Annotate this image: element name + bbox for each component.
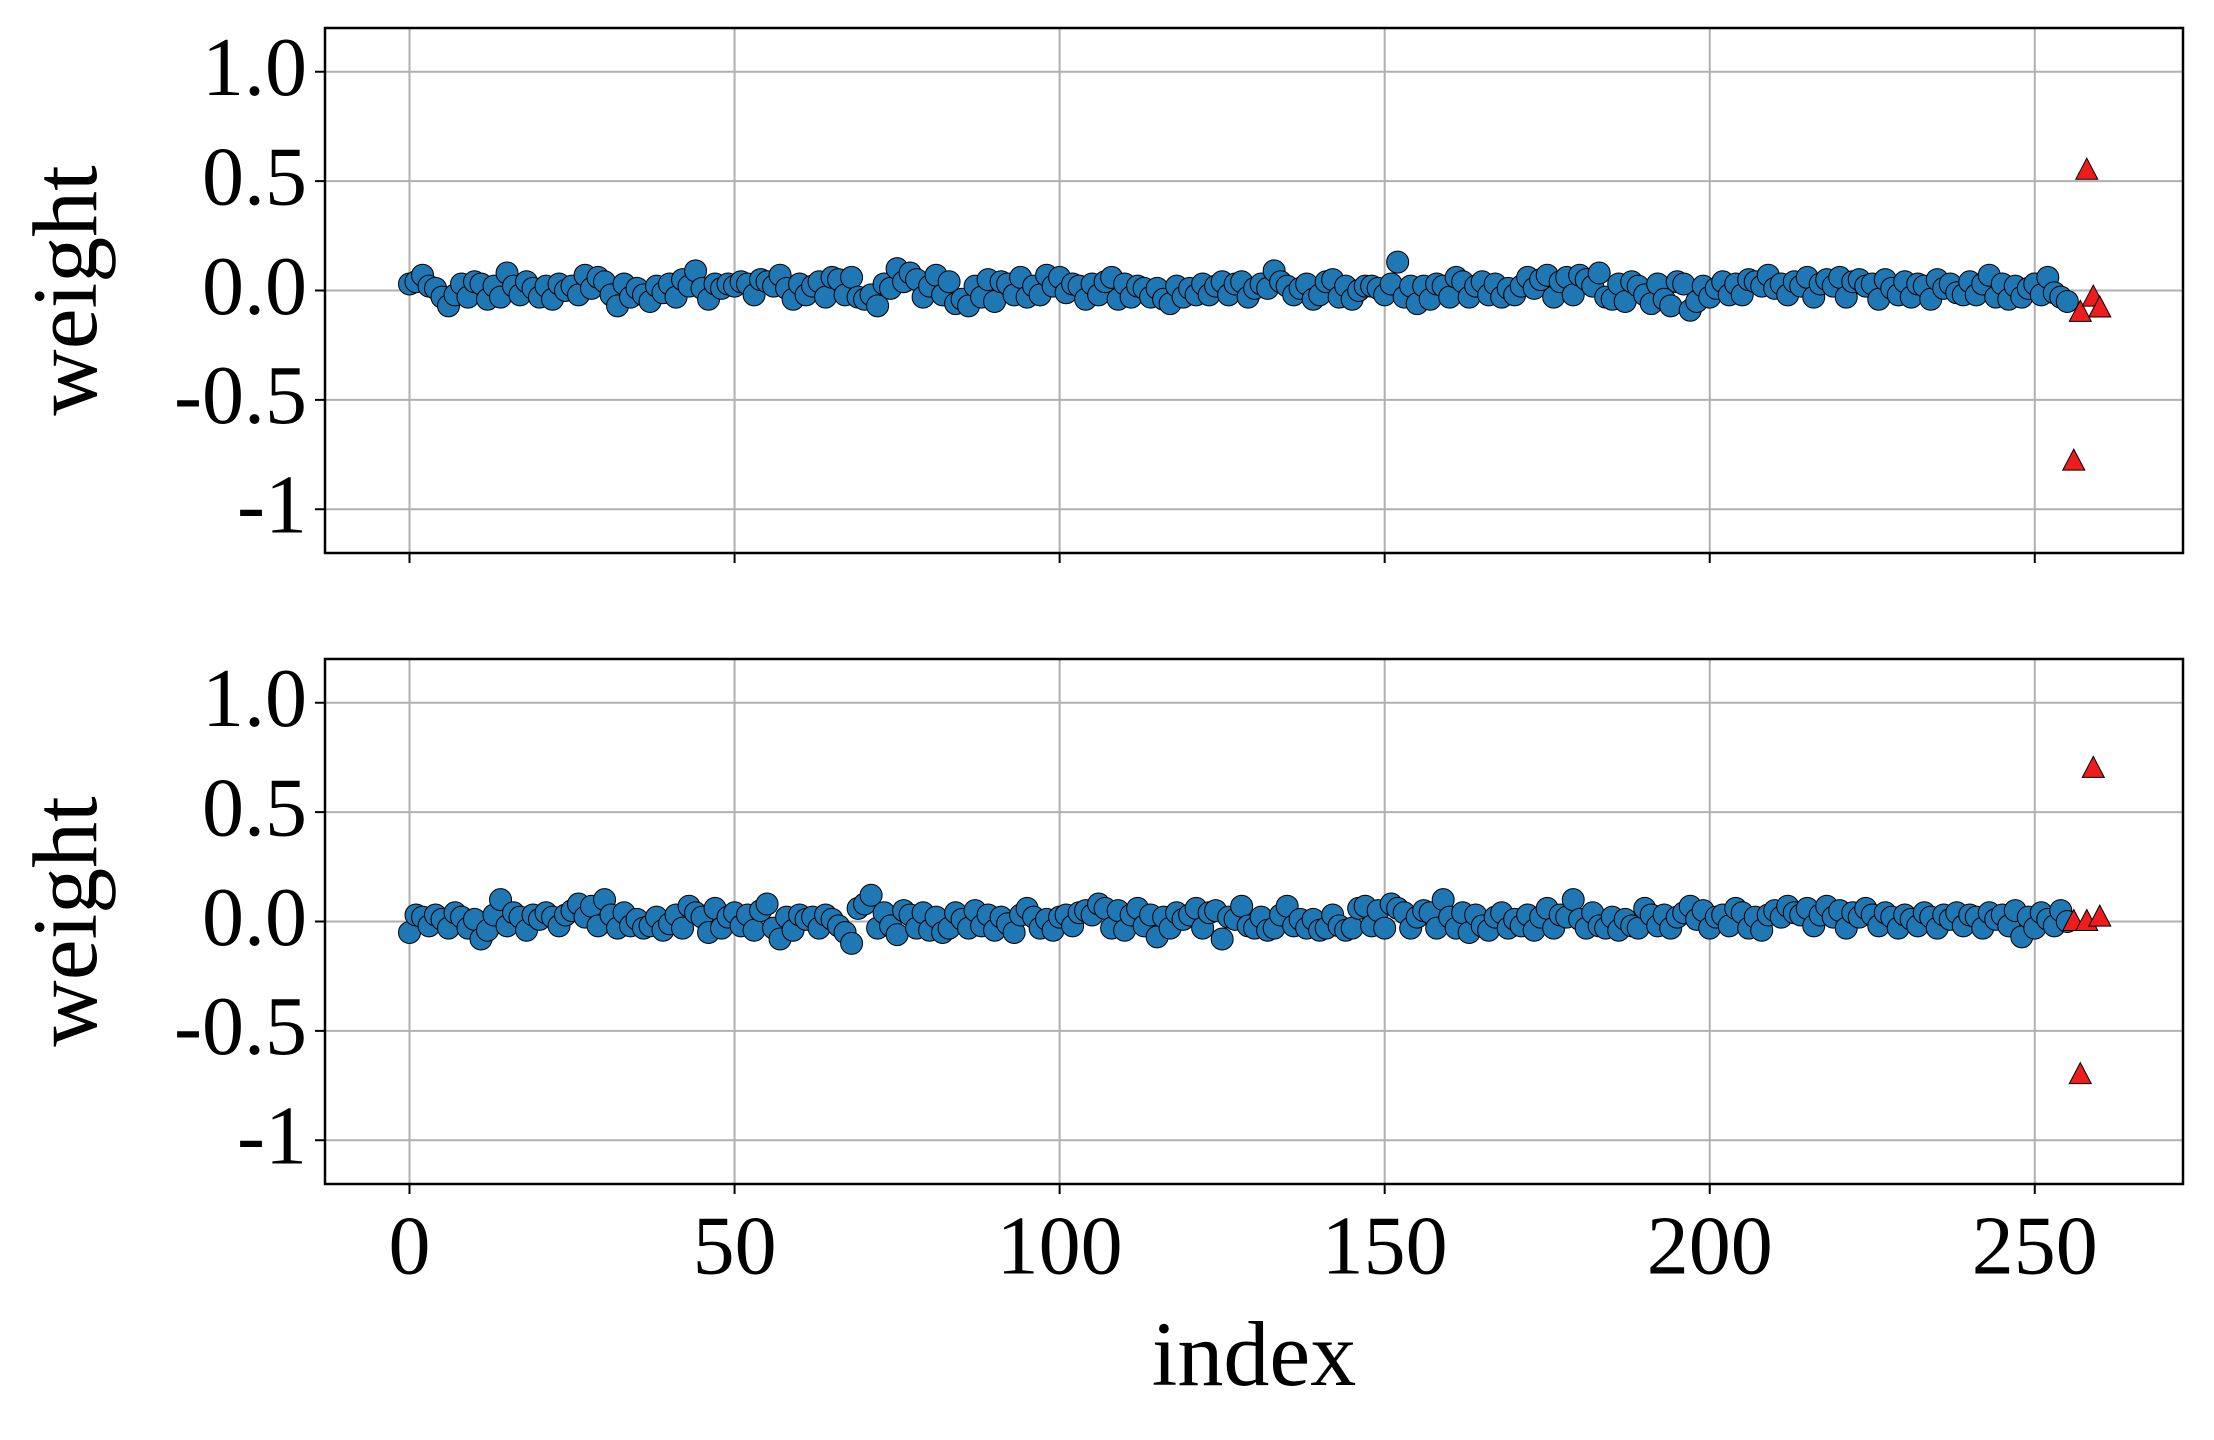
point — [2068, 299, 2093, 322]
point — [755, 892, 779, 916]
point — [866, 294, 890, 318]
x-tick-label: 50 — [693, 1199, 777, 1292]
point — [2068, 1061, 2093, 1085]
axes-frame — [323, 657, 2185, 1186]
y-tick-label: 1.0 — [202, 21, 307, 114]
point — [1587, 261, 1611, 285]
point — [1340, 916, 1364, 940]
point — [1210, 927, 1234, 951]
y-tick-label: 0.5 — [202, 761, 307, 854]
point — [840, 265, 864, 289]
x-tick-label: 150 — [1322, 1199, 1448, 1292]
x-tick-label: 100 — [997, 1199, 1123, 1292]
point — [671, 916, 695, 940]
point — [2087, 904, 2112, 927]
y-tick-label: -1 — [237, 1090, 307, 1183]
point — [2055, 289, 2079, 313]
point — [840, 931, 864, 955]
point — [937, 270, 961, 294]
y-tick-label: -0.5 — [174, 349, 307, 442]
point — [1561, 888, 1585, 912]
y-tick-label: -1 — [237, 459, 307, 552]
y-axis-label: weight — [14, 165, 116, 416]
y-tick-label: 0.0 — [202, 871, 307, 964]
subplot: 1.0 0.5 0.0 -0.5 -1 weight — [14, 21, 2185, 563]
point — [859, 883, 883, 907]
point — [1386, 250, 1410, 274]
point — [1659, 294, 1683, 318]
point — [742, 918, 766, 942]
point — [2061, 448, 2086, 471]
y-axis-label: weight — [14, 796, 116, 1047]
point — [2081, 755, 2106, 778]
x-tick-label: 0 — [389, 1199, 431, 1292]
x-tick-label: 200 — [1647, 1199, 1773, 1292]
point — [1373, 916, 1397, 940]
y-tick-label: 0.5 — [202, 130, 307, 223]
point — [2087, 294, 2112, 318]
y-tick-label: 1.0 — [202, 652, 307, 745]
point — [885, 923, 909, 947]
y-tick-label: 0.0 — [202, 240, 307, 333]
point — [1230, 894, 1254, 918]
axes-frame — [323, 26, 2185, 555]
x-tick-label: 250 — [1972, 1199, 2098, 1292]
x-axis-label: index — [1152, 1303, 1356, 1405]
y-tick-label: -0.5 — [174, 980, 307, 1073]
point — [2074, 157, 2099, 180]
subplot: 0 50 100 150 200 250 1.0 0.5 0.0 -0.5 -1 weight inde… — [14, 652, 2185, 1405]
